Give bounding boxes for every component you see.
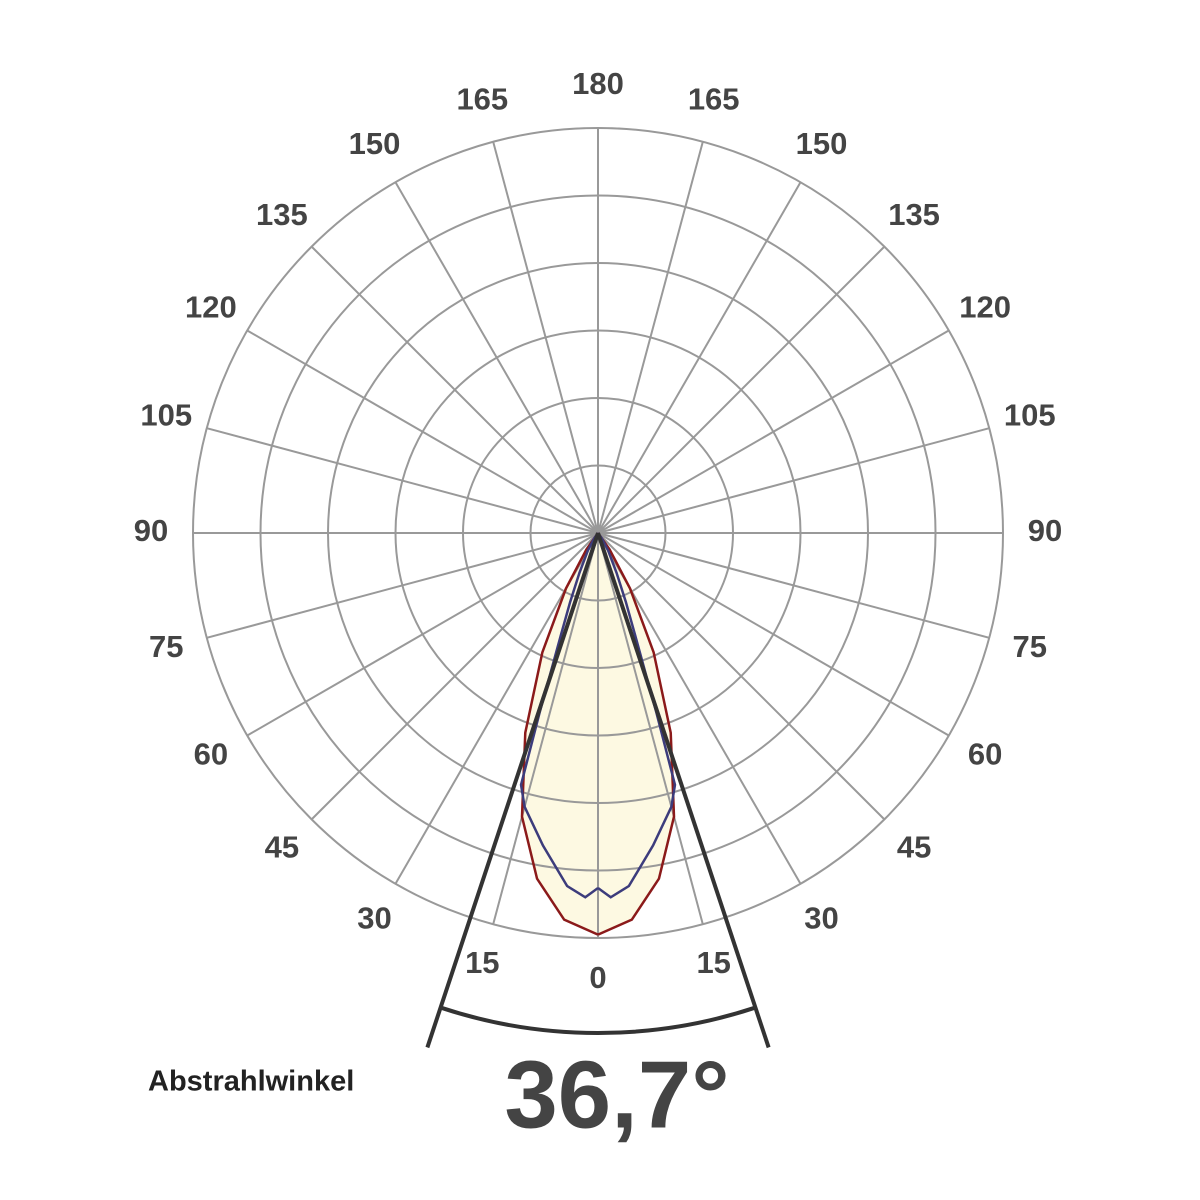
angle-tick-label: 30 [804, 900, 838, 935]
angle-tick-label: 135 [888, 197, 940, 232]
angle-tick-label: 15 [696, 945, 730, 980]
grid-spoke [597, 329, 950, 534]
grid-spoke [597, 141, 704, 534]
angle-tick-label: 15 [465, 945, 499, 980]
angle-tick-label: 90 [1028, 513, 1062, 548]
grid-spoke [246, 532, 599, 737]
angle-tick-label: 60 [194, 737, 228, 772]
beam-angle-line [425, 532, 600, 1049]
grid-spoke [492, 141, 599, 534]
plot-layer: 0 15 15 30 30 45 45 60 60 75 75 90 90 105 105 120 120 135… [134, 66, 1062, 1049]
angle-tick-label: 45 [265, 829, 299, 864]
beam-angle-arc [439, 1005, 757, 1036]
grid-spoke [206, 532, 599, 639]
angle-tick-label: 135 [256, 197, 308, 232]
angle-tick-label: 30 [357, 900, 391, 935]
curve [520, 532, 600, 936]
angle-tick-label: 150 [349, 126, 401, 161]
angle-tick-label: 180 [572, 66, 624, 101]
angle-tick-label: 75 [149, 629, 183, 664]
beam-angle-value: 36,7° [504, 1041, 729, 1148]
grid-spoke [310, 245, 599, 534]
beam-angle-label: Abstrahlwinkel [148, 1066, 354, 1098]
angle-tick-label: 165 [456, 81, 508, 116]
curve [596, 532, 676, 936]
angle-tick-label: 165 [688, 81, 740, 116]
grid-spoke [310, 532, 599, 821]
angle-tick-label: 120 [959, 290, 1011, 325]
grid-spoke [597, 532, 886, 821]
beam-angle-line [596, 532, 771, 1049]
angle-tick-label: 105 [1004, 397, 1056, 432]
grid-spoke [246, 329, 599, 534]
grid-spoke [597, 245, 886, 534]
grid-spoke [597, 427, 990, 534]
grid-spoke [597, 532, 950, 737]
angle-tick-label: 105 [140, 397, 192, 432]
grid-spoke [206, 427, 599, 534]
angle-tick-label: 60 [968, 737, 1002, 772]
angle-tick-label: 90 [134, 513, 168, 548]
angle-tick-label: 45 [897, 829, 931, 864]
angle-tick-label: 75 [1013, 629, 1047, 664]
grid-spoke [492, 532, 599, 925]
grid-spoke [597, 181, 802, 534]
grid-spoke [597, 532, 990, 639]
grid-spoke [597, 532, 704, 925]
grid-spoke [394, 181, 599, 534]
angle-tick-label: 120 [185, 290, 237, 325]
angle-tick-label: 0 [589, 960, 606, 995]
angle-tick-label: 150 [796, 126, 848, 161]
